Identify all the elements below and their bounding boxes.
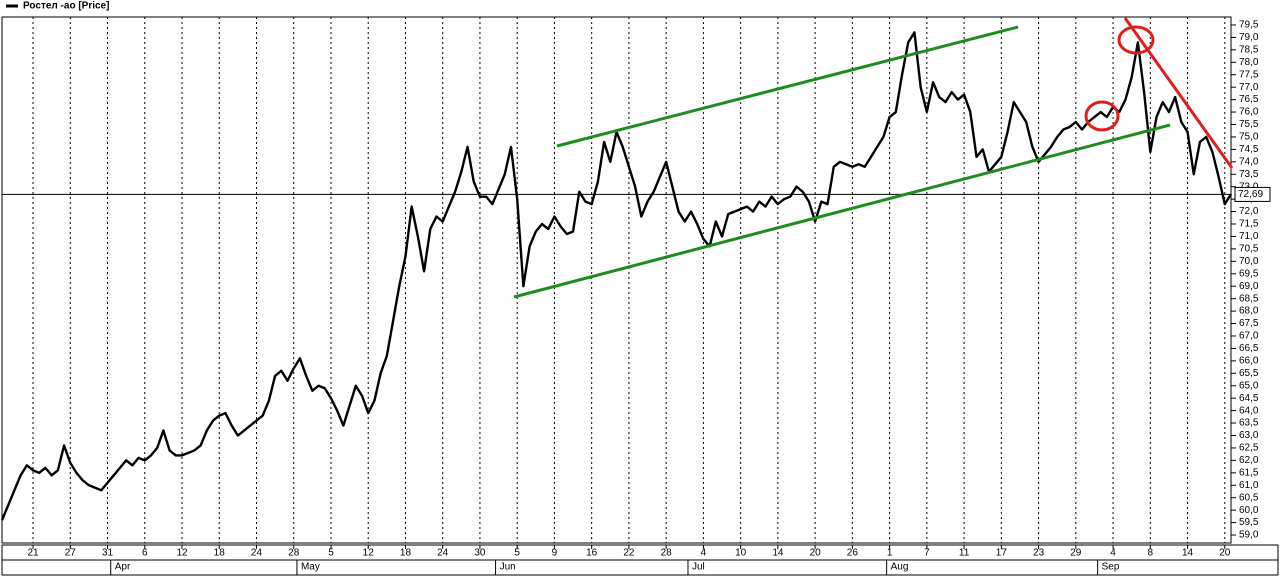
legend-label: Ростел -ао [Price] bbox=[23, 1, 109, 12]
x-tick-label: 21 bbox=[27, 548, 39, 559]
x-tick-label: 1 bbox=[887, 548, 893, 559]
x-tick-label: 6 bbox=[142, 548, 148, 559]
y-tick-label: 73,0 bbox=[1239, 181, 1259, 192]
y-tick-label: 62,0 bbox=[1239, 455, 1259, 466]
x-tick-label: 14 bbox=[772, 548, 784, 559]
y-tick-label: 66,0 bbox=[1239, 356, 1259, 367]
trend-line-lower bbox=[513, 123, 1171, 299]
y-tick-label: 67,5 bbox=[1239, 318, 1259, 329]
x-tick-label: 10 bbox=[735, 548, 747, 559]
x-tick-label: 18 bbox=[400, 548, 412, 559]
last-value-box bbox=[1234, 186, 1271, 202]
y-tick-label: 68,5 bbox=[1239, 293, 1259, 304]
y-tick-label: 77,5 bbox=[1239, 69, 1259, 80]
x-tick-label: 7 bbox=[924, 548, 930, 559]
y-tick-label: 69,5 bbox=[1239, 268, 1259, 279]
x-tick-label: 11 bbox=[959, 548, 970, 559]
x-tick-label: 8 bbox=[1148, 548, 1154, 559]
x-tick-label: 24 bbox=[251, 548, 263, 559]
marks: 79,579,078,5 78,077,5 77,076,5 76,075,5 75,0… bbox=[0, 17, 1271, 575]
x-tick-label: 5 bbox=[328, 548, 334, 559]
y-tick-label: 70,5 bbox=[1239, 244, 1259, 255]
y-tick-label: 61,5 bbox=[1239, 467, 1259, 478]
annotations bbox=[513, 17, 1234, 299]
month-label: Sep bbox=[1102, 562, 1120, 573]
y-tick-label: 60,0 bbox=[1239, 505, 1259, 516]
x-tick-label: 16 bbox=[586, 548, 598, 559]
y-tick-label: 68,0 bbox=[1239, 306, 1259, 317]
y-tick-label: 72,0 bbox=[1239, 206, 1259, 217]
y-tick-label: 75,5 bbox=[1239, 119, 1259, 130]
x-tick-label: 26 bbox=[847, 548, 859, 559]
y-tick-label: 64,5 bbox=[1239, 393, 1259, 404]
y-tick-label: 66,5 bbox=[1239, 343, 1259, 354]
x-tick-label: 18 bbox=[214, 548, 226, 559]
x-tick-label: 12 bbox=[363, 548, 375, 559]
y-tick-label: 65,5 bbox=[1239, 368, 1259, 379]
x-tick-label: 4 bbox=[701, 548, 707, 559]
y-tick-label: 74,5 bbox=[1239, 144, 1259, 155]
x-tick-label: 22 bbox=[623, 548, 635, 559]
trend-line-upper bbox=[556, 25, 1019, 148]
y-tick-label: 79,0 bbox=[1239, 32, 1259, 43]
y-tick-label: 64,0 bbox=[1239, 405, 1259, 416]
plot-frame bbox=[1, 16, 1232, 544]
x-tick-label: 17 bbox=[996, 548, 1008, 559]
highlight-circle bbox=[1117, 25, 1155, 55]
x-tick-label: 23 bbox=[1033, 548, 1045, 559]
y-tick-label: 71,5 bbox=[1239, 219, 1259, 230]
y-tick-label: 63,0 bbox=[1239, 430, 1259, 441]
x-tick-label: 31 bbox=[102, 548, 114, 559]
month-label: May bbox=[301, 562, 320, 573]
y-tick-label: 63,5 bbox=[1239, 418, 1259, 429]
y-tick-label: 76,5 bbox=[1239, 94, 1259, 105]
y-tick-label: 79,5 bbox=[1239, 20, 1259, 31]
y-tick-label: 77,0 bbox=[1239, 82, 1259, 93]
y-tick-label: 62,5 bbox=[1239, 443, 1259, 454]
x-tick-label: 20 bbox=[1219, 548, 1231, 559]
y-tick-label: 69,0 bbox=[1239, 281, 1259, 292]
y-tick-label: 76,0 bbox=[1239, 107, 1259, 118]
y-tick-label: 74,0 bbox=[1239, 156, 1259, 167]
x-tick-label: 9 bbox=[552, 548, 558, 559]
x-tick-label: 29 bbox=[1070, 548, 1082, 559]
x-tick-label: 14 bbox=[1182, 548, 1194, 559]
x-tick-label: 28 bbox=[661, 548, 673, 559]
y-tick-label: 70,0 bbox=[1239, 256, 1259, 267]
x-tick-label: 20 bbox=[810, 548, 822, 559]
month-label: Apr bbox=[115, 562, 131, 573]
month-label: Jun bbox=[500, 562, 516, 573]
highlight-circle bbox=[1084, 100, 1120, 132]
month-label: Aug bbox=[891, 562, 909, 573]
y-tick-label: 61,0 bbox=[1239, 480, 1259, 491]
y-tick-label: 73,5 bbox=[1239, 169, 1259, 180]
last-value-label: 72,69 bbox=[1238, 189, 1263, 200]
y-tick-label: 71,0 bbox=[1239, 231, 1259, 242]
y-tick-label: 75,0 bbox=[1239, 132, 1259, 143]
x-tick-label: 24 bbox=[437, 548, 449, 559]
y-tick-label: 60,5 bbox=[1239, 492, 1259, 503]
y-tick-label: 59,5 bbox=[1239, 517, 1259, 528]
x-tick-label: 27 bbox=[65, 548, 77, 559]
month-label: Jul bbox=[692, 562, 705, 573]
x-tick-label: 12 bbox=[176, 548, 188, 559]
trend-line-down bbox=[1123, 17, 1234, 169]
x-tick-label: 30 bbox=[474, 548, 486, 559]
x-tick-label: 28 bbox=[288, 548, 300, 559]
y-tick-label: 78,0 bbox=[1239, 57, 1259, 68]
y-tick-label: 78,5 bbox=[1239, 44, 1259, 55]
y-tick-label: 67,0 bbox=[1239, 331, 1259, 342]
x-tick-label: 5 bbox=[514, 548, 520, 559]
y-tick-label: 65,0 bbox=[1239, 380, 1259, 391]
y-tick-label: 59,0 bbox=[1239, 530, 1259, 541]
x-tick-label: 4 bbox=[1110, 548, 1116, 559]
